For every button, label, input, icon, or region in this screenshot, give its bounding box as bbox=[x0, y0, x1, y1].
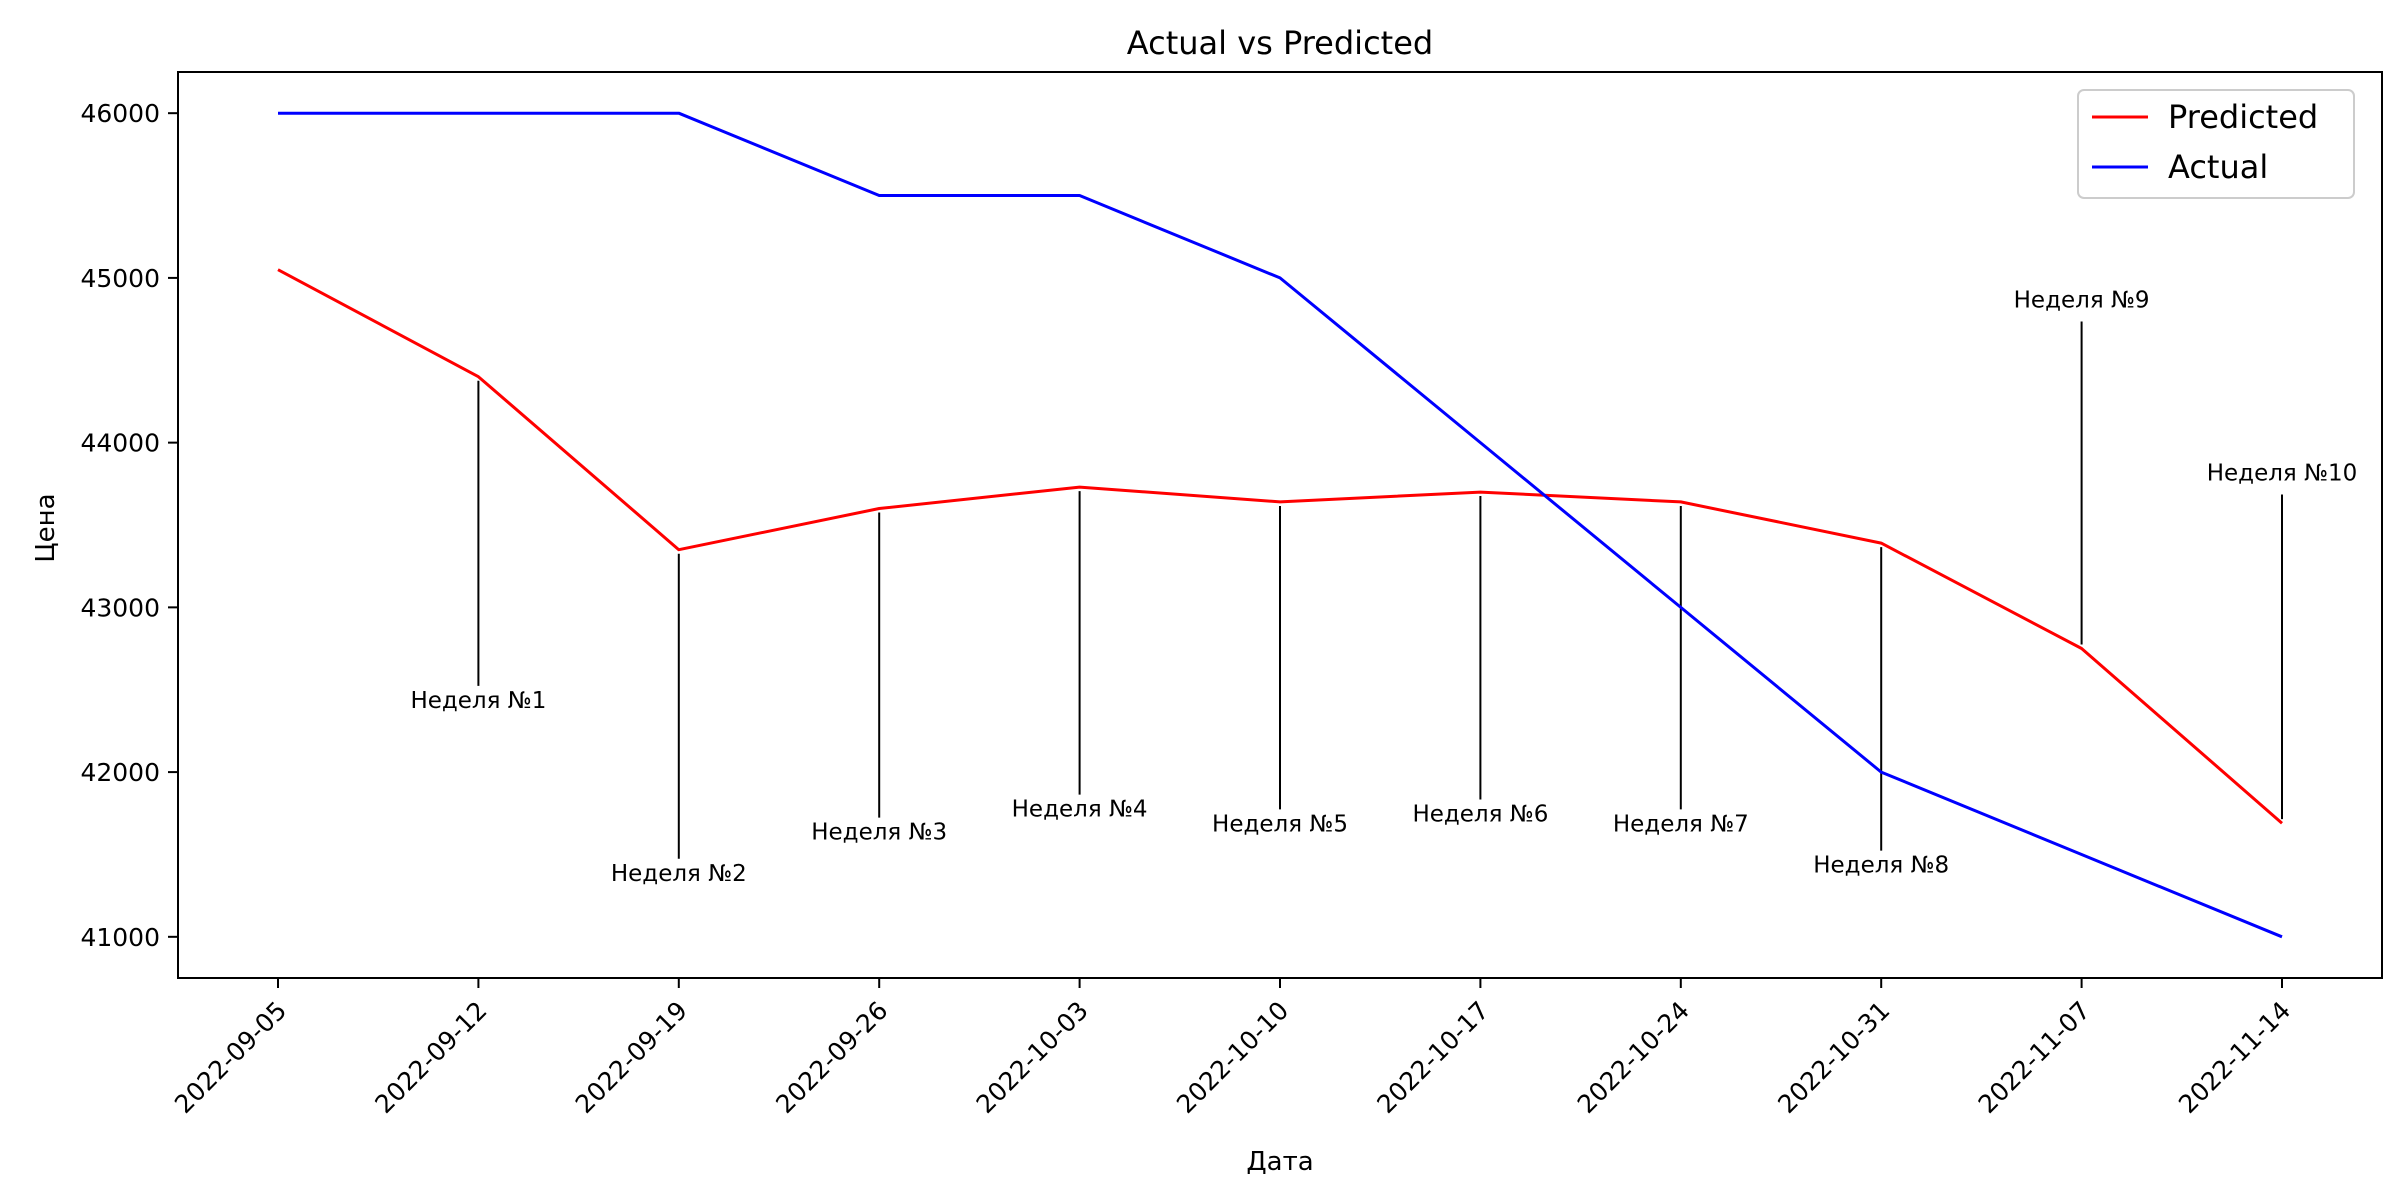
annotations: Неделя №1 Неделя №2 Неделя №3 Неделя №4 Неде… bbox=[410, 288, 2357, 887]
x-tick-label: 2022-10-24 bbox=[1572, 996, 1695, 1119]
chart-title: Actual vs Predicted bbox=[1127, 24, 1433, 62]
annotation-label: Неделя №5 bbox=[1212, 811, 1348, 837]
annotation-label: Неделя №2 bbox=[611, 861, 747, 887]
x-tick-label: 2022-11-07 bbox=[1973, 996, 2096, 1119]
x-tick-label: 2022-09-12 bbox=[369, 996, 492, 1119]
y-tick-label: 42000 bbox=[80, 758, 160, 787]
legend-entry-label: Predicted bbox=[2168, 98, 2318, 136]
series-line-actual bbox=[278, 111, 2283, 939]
y-axis-ticks: 41000 42000 43000 44000 45000 46000 bbox=[80, 99, 178, 952]
annotation-label: Неделя №6 bbox=[1412, 802, 1548, 828]
x-axis-label: Дата bbox=[1246, 1147, 1313, 1177]
annotation-label: Неделя №8 bbox=[1813, 853, 1949, 879]
annotation-label: Неделя №10 bbox=[2207, 461, 2358, 487]
series-line-predicted bbox=[277, 268, 2283, 825]
x-tick-label: 2022-09-26 bbox=[770, 996, 893, 1119]
y-tick-label: 45000 bbox=[80, 264, 160, 293]
x-tick-label: 2022-10-31 bbox=[1772, 996, 1895, 1119]
x-tick-label: 2022-09-19 bbox=[570, 996, 693, 1119]
legend: Predicted Actual bbox=[2077, 89, 2355, 199]
x-tick-label: 2022-10-03 bbox=[971, 996, 1094, 1119]
x-tick-label: 2022-10-17 bbox=[1371, 996, 1494, 1119]
y-tick-label: 41000 bbox=[80, 923, 160, 952]
annotation-label: Неделя №9 bbox=[2014, 288, 2150, 314]
y-tick-label: 46000 bbox=[80, 99, 160, 128]
y-tick-label: 44000 bbox=[80, 429, 160, 458]
x-tick-label: 2022-11-14 bbox=[2173, 996, 2296, 1119]
x-tick-label: 2022-10-10 bbox=[1171, 996, 1294, 1119]
x-tick-label: 2022-09-05 bbox=[169, 996, 292, 1119]
annotation-label: Неделя №3 bbox=[811, 820, 947, 846]
annotation-label: Неделя №1 bbox=[410, 688, 546, 714]
annotation-label: Неделя №4 bbox=[1012, 797, 1148, 823]
y-axis-label: Цена bbox=[31, 493, 61, 562]
y-tick-label: 43000 bbox=[80, 593, 160, 622]
x-axis-ticks: 2022-09-05 2022-09-12 2022-09-19 2022-09-26… bbox=[169, 978, 2296, 1119]
series-lines bbox=[277, 111, 2283, 939]
legend-entry-label: Actual bbox=[2168, 148, 2268, 186]
annotation-label: Неделя №7 bbox=[1613, 811, 1749, 837]
